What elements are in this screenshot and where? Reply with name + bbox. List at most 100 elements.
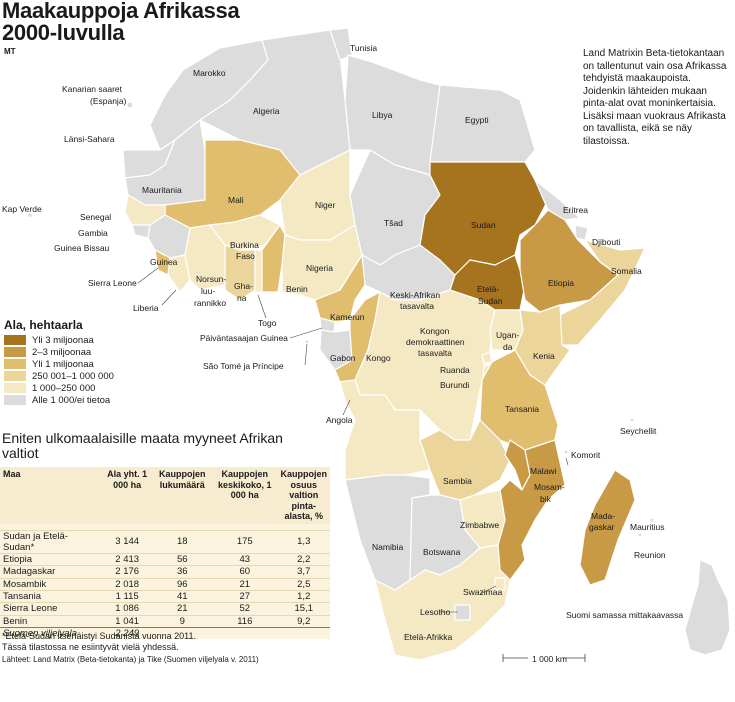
legend-swatch — [4, 347, 26, 357]
label-senegal: Senegal — [80, 212, 112, 222]
table-footer-cell: Suomen viljelyala — [0, 626, 102, 640]
label-uganda-2: da — [503, 342, 513, 352]
region-sao-tome — [304, 339, 310, 345]
region-tunisia — [329, 27, 353, 61]
legend-label: 2–3 miljoonaa — [32, 346, 92, 358]
table-row: Sudan ja Etelä-Sudan* 3 144 18 175 1,3 — [0, 529, 330, 554]
scale-bar-label: 1 000 km — [532, 654, 567, 664]
table-cell: 15,1 — [277, 602, 330, 616]
label-libya: Libya — [372, 110, 393, 120]
table-cell: 1 041 — [101, 614, 153, 628]
label-reunion: Reunion — [634, 550, 666, 560]
label-malawi: Malawi — [530, 466, 557, 476]
label-kanarian-1: Kanarian saaret — [62, 84, 123, 94]
region-libya — [344, 54, 441, 176]
region-somalia — [559, 239, 646, 346]
table-footer-row: Suomen viljelyala 2 249 — [0, 626, 330, 640]
table-footer-cell — [277, 626, 330, 640]
table-row: Madagaskar 2 176 36 60 3,7 — [0, 565, 330, 579]
table-cell: 116 — [212, 614, 278, 628]
label-southsudan-1: Etelä- — [477, 284, 500, 294]
header-share: Kauppojen osuus valtion pinta-alasta, % — [277, 467, 330, 524]
label-komorit: Komorit — [571, 450, 601, 460]
label-sambia: Sambia — [443, 476, 472, 486]
label-saotome: São Tomé ja Príncipe — [203, 361, 284, 371]
label-niger: Niger — [315, 200, 336, 210]
table-cell: 9,2 — [277, 614, 330, 628]
region-comoros — [563, 449, 569, 455]
table-cell: 1,2 — [277, 589, 330, 603]
table-cell: 36 — [152, 565, 213, 579]
label-seychellit: Seychellit — [620, 426, 657, 436]
region-seychelles — [629, 417, 635, 423]
region-cape-verde — [26, 211, 34, 219]
table-cell: 2,5 — [277, 577, 330, 591]
legend: Yli 3 miljoonaa 2–3 miljoonaa Yli 1 miljoo… — [4, 334, 114, 406]
label-burkina-1: Burkina — [230, 240, 259, 250]
region-south-sudan — [449, 254, 526, 311]
table-cell: 1 086 — [101, 602, 153, 616]
info-note: Land Matrixin Beta-tietokantaan on talle… — [583, 48, 727, 147]
label-tunisia: Tunisia — [350, 43, 378, 53]
label-ghana-2: na — [237, 293, 247, 303]
table-header-row: Maa Ala yht. 1 000 ha Kauppojen lukumäär… — [0, 467, 330, 524]
header-avg-size: Kauppojen keskikoko, 1 000 ha — [212, 467, 278, 524]
label-mosambik-1: Mosam- — [534, 482, 565, 492]
legend-swatch — [4, 371, 26, 381]
label-ivorycoast-1: Norsun- — [196, 274, 227, 284]
table-cell: Mosambik — [0, 577, 102, 591]
page-title: Maakauppoja Afrikassa 2000-luvulla — [2, 0, 240, 45]
label-kenia: Kenia — [533, 351, 555, 361]
label-sierraleone: Sierra Leone — [88, 278, 137, 288]
label-namibia: Namibia — [372, 542, 404, 552]
table-cell: 52 — [212, 602, 278, 616]
label-mauritius: Mauritius — [630, 522, 665, 532]
label-kongo: Kongo — [366, 353, 391, 363]
label-djibouti: Djibouti — [592, 237, 621, 247]
table-cell: 41 — [152, 589, 213, 603]
label-uganda-1: Ugan- — [496, 330, 520, 340]
label-botswana: Botswana — [423, 547, 461, 557]
table-cell: 60 — [212, 565, 278, 579]
leader-komorit — [565, 457, 569, 466]
legend-item: 1 000–250 000 — [4, 382, 114, 394]
footnote: *Etelä-Sudan itsenäistyi Sudanista vuonn… — [2, 631, 332, 653]
label-gambia: Gambia — [78, 228, 108, 238]
region-mauritius — [649, 517, 655, 523]
label-car-1: Keski-Afrikan — [390, 290, 441, 300]
table-cell: 2 176 — [101, 565, 153, 579]
table-cell: Benin — [0, 614, 102, 628]
header-country: Maa — [0, 467, 102, 524]
legend-item: Yli 3 miljoonaa — [4, 334, 114, 346]
legend-label: Yli 3 miljoonaa — [32, 334, 94, 346]
label-benin: Benin — [286, 284, 308, 294]
label-togo: Togo — [258, 318, 277, 328]
label-ruanda: Ruanda — [440, 365, 470, 375]
region-lesotho — [454, 604, 471, 621]
table-footer-cell — [212, 626, 278, 640]
label-somalia: Somalia — [611, 266, 642, 276]
table-title: Eniten ulkomaalaisille maata myyneet Afr… — [2, 430, 283, 461]
table-cell: Madagaskar — [0, 565, 102, 579]
table-cell: 3,7 — [277, 565, 330, 579]
region-reunion — [637, 532, 643, 538]
legend-swatch — [4, 383, 26, 393]
table-cell: 43 — [212, 553, 278, 566]
legend-item: 250 001–1 000 000 — [4, 370, 114, 382]
table-cell: 21 — [212, 577, 278, 591]
leader-eq-guinea — [289, 327, 323, 339]
label-southsudan-2: Sudan — [478, 296, 503, 306]
title-line-1: Maakauppoja Afrikassa — [2, 0, 240, 23]
table-cell: 2,2 — [277, 553, 330, 566]
table-cell: 56 — [152, 553, 213, 566]
label-etiopia: Etiopia — [548, 278, 574, 288]
table-row: Mosambik 2 018 96 21 2,5 — [0, 577, 330, 591]
label-mali: Mali — [228, 195, 244, 205]
leader-swazimaa — [479, 585, 497, 595]
region-south-africa — [374, 544, 511, 661]
land-deals-table: Maa Ala yht. 1 000 ha Kauppojen lukumäär… — [0, 467, 330, 640]
label-etelaafrikka: Etelä-Afrikka — [404, 632, 453, 642]
title-line-2: 2000-luvulla — [2, 20, 125, 45]
table-cell: Tansania — [0, 589, 102, 603]
legend-item: Yli 1 miljoonaa — [4, 358, 114, 370]
